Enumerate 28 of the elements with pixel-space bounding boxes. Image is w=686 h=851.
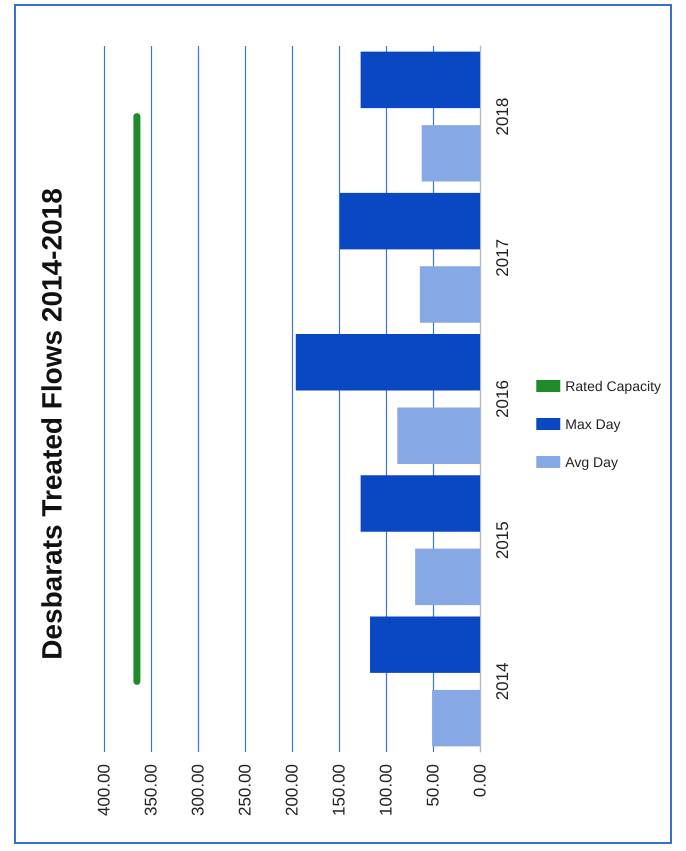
- bar: [360, 52, 480, 108]
- bar: [296, 334, 480, 391]
- x-tick-label: 150.00: [330, 764, 348, 816]
- x-tick-label: 0.00: [470, 764, 490, 798]
- bar: [420, 266, 480, 323]
- legend-label: Rated Capacity: [565, 378, 661, 394]
- bar: [397, 407, 480, 464]
- y-tick-label: 2018: [493, 98, 512, 136]
- bar: [370, 616, 480, 673]
- bar: [422, 125, 480, 182]
- x-tick-label: 200.00: [282, 764, 302, 816]
- y-tick-label: 2015: [493, 521, 512, 560]
- x-tick-label: 300.00: [188, 764, 208, 816]
- text: Desbarats Treated Flows 2014-2018: [36, 188, 68, 660]
- y-tick-label: 2014: [493, 662, 512, 700]
- x-tick-label: 100.00: [376, 764, 396, 816]
- bar: [415, 548, 480, 606]
- x-tick-label: 250.00: [236, 764, 254, 816]
- bar: [360, 475, 480, 532]
- legend-label: Max Day: [565, 416, 621, 432]
- x-tick-label: 350.00: [142, 764, 160, 816]
- y-tick-label: 2017: [493, 238, 512, 277]
- legend-label: Avg Day: [565, 454, 618, 470]
- x-tick-label: 50.00: [424, 764, 442, 807]
- bar: [340, 192, 480, 250]
- bar: [432, 690, 480, 746]
- x-tick-label: 400.00: [94, 764, 114, 816]
- y-tick-label: 2016: [493, 380, 512, 418]
